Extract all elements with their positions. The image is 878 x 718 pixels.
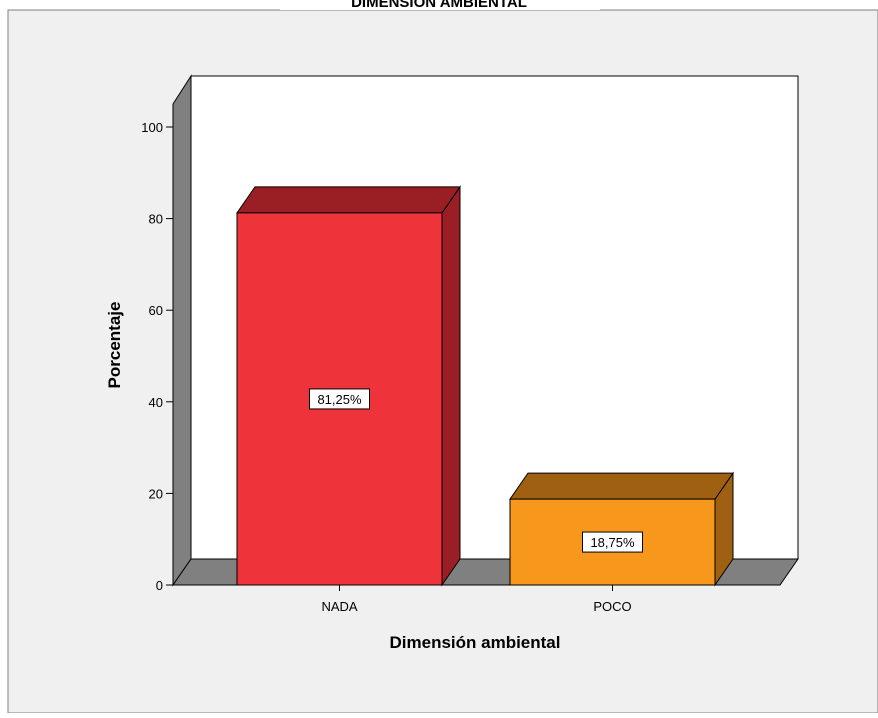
data-label-box [309, 388, 370, 410]
x-axis-label: Dimensión ambiental [390, 633, 561, 652]
y-tick-label: 0 [156, 578, 163, 593]
y-tick-label: 100 [141, 120, 163, 135]
y-tick-label: 80 [149, 212, 163, 227]
x-axis: NADA POCO [321, 585, 632, 614]
bar-top [509, 472, 734, 500]
y-axis-label: Porcentaje [105, 302, 124, 389]
bar-side [441, 185, 461, 587]
chart-title: DIMENSIÓN AMBIENTAL [351, 0, 527, 11]
y-tick-label: 20 [149, 486, 163, 501]
bar-poco: 18,75% [509, 471, 734, 587]
x-tick-label: NADA [321, 599, 357, 614]
y-tick-label: 60 [149, 303, 163, 318]
data-label-box [582, 531, 643, 553]
data-label: 81,25% [317, 392, 362, 407]
data-label: 18,75% [590, 535, 635, 550]
y-axis: 0 20 40 60 80 100 [141, 104, 174, 593]
x-tick-label: POCO [593, 599, 631, 614]
side-wall [172, 74, 192, 587]
bars-group: 81,25% 18,75% [236, 185, 734, 587]
title-background [280, 0, 600, 10]
y-tick-label: 40 [149, 395, 163, 410]
bar-top [236, 186, 461, 214]
bar-nada: 81,25% [236, 185, 461, 587]
